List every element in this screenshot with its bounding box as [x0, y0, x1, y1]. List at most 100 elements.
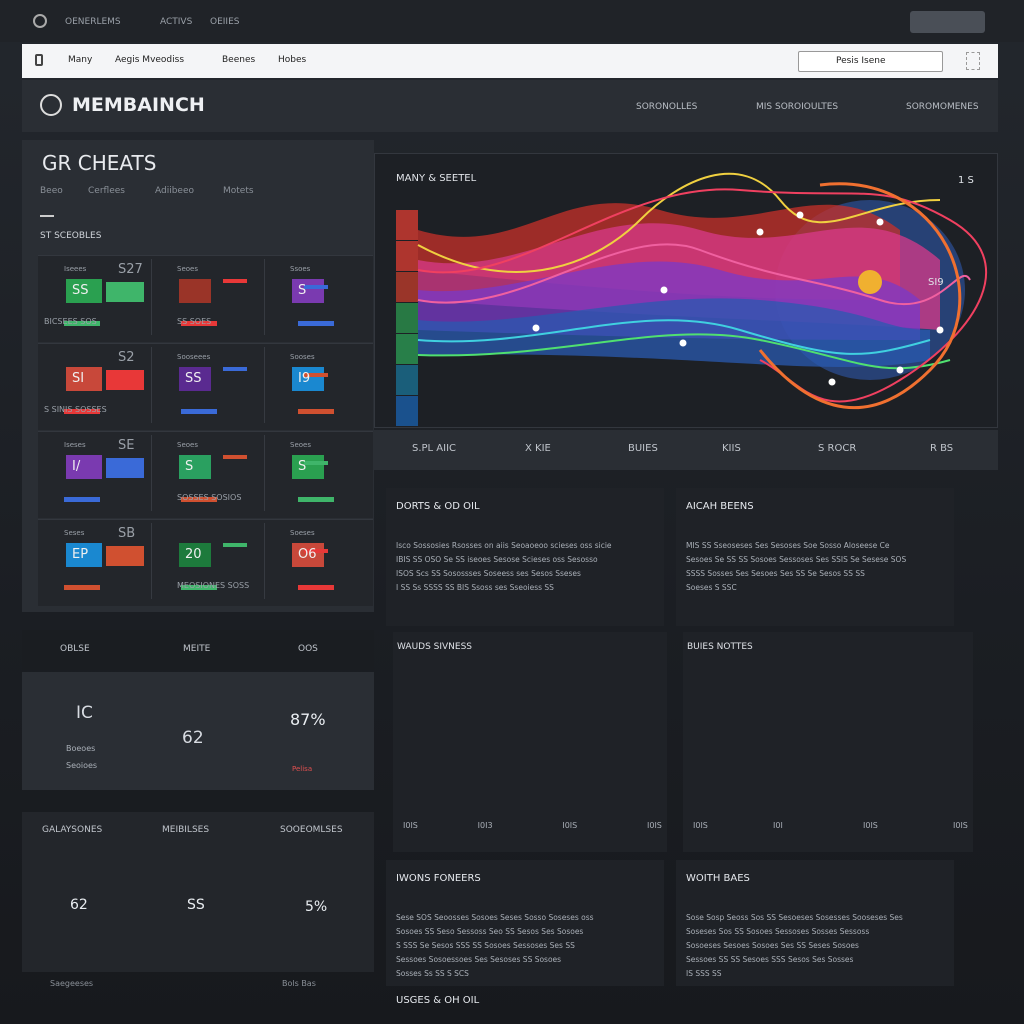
stats-tab[interactable]: MEITE: [183, 644, 211, 654]
card-block: [179, 279, 211, 303]
card-flag: [223, 455, 247, 459]
wave-dot: [828, 378, 836, 386]
left-tab[interactable]: Beeo: [40, 186, 63, 196]
card-heading: Sooses: [290, 353, 315, 361]
main-chart-tab[interactable]: X KIE: [525, 443, 551, 454]
left-panel-title: GR CHEATS: [42, 151, 157, 175]
card-bar: [64, 409, 100, 414]
stat-label: Seoioes: [66, 761, 98, 770]
top-select[interactable]: [910, 11, 985, 33]
gauge-value: 87%: [290, 710, 326, 729]
card-footer: SS SOES: [177, 317, 212, 326]
logo-icon: [33, 14, 47, 28]
card-divider: [264, 259, 265, 335]
card-top: S2: [118, 350, 135, 365]
main-chart-tab[interactable]: S.PL AIIC: [412, 443, 457, 454]
stats-tabs[interactable]: [22, 630, 374, 670]
left-tab[interactable]: Motets: [223, 186, 254, 196]
header-nav-item[interactable]: MIS SOROIOULTES: [756, 102, 839, 112]
main-chart-tab[interactable]: S ROCR: [818, 443, 857, 454]
card-heading: Iseses: [64, 441, 86, 449]
top-nav-item[interactable]: ACTIVS: [160, 17, 193, 27]
donut-header: GALAYSONES: [42, 825, 103, 835]
card-bar: [181, 321, 217, 326]
wave-dot: [876, 218, 884, 226]
card-flag: [223, 367, 247, 371]
stat-label: Boeoes: [66, 744, 96, 753]
card-value: SS: [185, 371, 202, 386]
left-tab[interactable]: Adiibeeo: [155, 186, 195, 196]
text-panel-line: Sosses Ss SS S SCS: [396, 969, 469, 978]
card-bar: [64, 321, 100, 326]
card-value: S: [185, 459, 194, 474]
card-heading: Iseees: [64, 265, 87, 273]
card-block: [66, 455, 102, 479]
x-tick-label: I0IS: [953, 821, 968, 830]
chart-inner-label: SI9: [928, 277, 944, 288]
card-block: [179, 455, 211, 479]
card-block: [292, 455, 324, 479]
card-block: [292, 279, 324, 303]
top-nav-item[interactable]: OEIIES: [210, 17, 240, 27]
wave-dot: [660, 286, 668, 294]
card-value: I/: [72, 459, 81, 474]
brand-title: MEMBAINCH: [72, 94, 205, 116]
left-tab[interactable]: Cerflees: [88, 186, 125, 196]
card-block: [66, 367, 102, 391]
card-bar: [181, 497, 217, 502]
card-heading: Seoes: [177, 265, 198, 273]
card-value: S: [298, 459, 307, 474]
card-value: SS: [72, 283, 89, 298]
donut-value: 5%: [305, 899, 328, 915]
top-nav-item[interactable]: OENERLEMS: [65, 17, 121, 27]
card-divider: [151, 259, 152, 335]
menu-item[interactable]: Beenes: [222, 55, 256, 65]
bar-chart-title: WAUDS SIVNESS: [397, 642, 473, 652]
scale-swatch: [396, 241, 418, 271]
stat-value: IC: [76, 703, 93, 723]
donut-header: MEIBILSES: [162, 825, 210, 835]
menu-item[interactable]: Aegis Mveodiss: [115, 55, 185, 65]
card-accent: [106, 282, 144, 302]
text-panel-line: Isco Sossosies Rsosses on aiis Seoaoeoo …: [396, 541, 612, 550]
card-value: S: [298, 283, 307, 298]
card-accent: [106, 546, 144, 566]
x-tick-label: I0IS: [863, 821, 878, 830]
card-block: [292, 543, 324, 567]
main-chart-tab[interactable]: R BS: [930, 443, 954, 454]
x-tick-label: I0IS: [562, 821, 578, 830]
text-panel-line: I SS Ss SSSS SS BIS Ssoss ses Sseoiess S…: [396, 583, 554, 592]
menu-select-label[interactable]: Pesis Isene: [836, 56, 886, 66]
card-block: [179, 543, 211, 567]
stats-tab[interactable]: OBLSE: [60, 644, 90, 654]
scale-swatch: [396, 303, 418, 333]
main-chart-title: MANY & SEETEL: [396, 173, 477, 184]
main-chart-tab[interactable]: KIIS: [722, 443, 741, 454]
tab-underline[interactable]: [40, 215, 54, 217]
header-nav-item[interactable]: SOROMOMENES: [906, 102, 979, 112]
main-chart-tab[interactable]: BUIES: [628, 443, 658, 454]
text-panel-title: AICAH BEENS: [686, 501, 754, 512]
card-footer: MEOSIONES SOSS: [177, 581, 250, 590]
card-value: SI: [72, 371, 85, 386]
x-tick-label: I0IS: [403, 821, 418, 830]
main-chart-tabs[interactable]: [374, 430, 998, 470]
menu-item[interactable]: Hobes: [278, 55, 307, 65]
text-panel-bg: [386, 488, 664, 626]
menu-select[interactable]: [798, 51, 943, 72]
scale-swatch: [396, 210, 418, 240]
card-bar: [298, 497, 334, 502]
donut-value: 62: [70, 897, 88, 913]
text-panel-line: Sessoes Sosoessoes Ses Sesoses SS Sosoes: [396, 955, 562, 964]
text-panel-line: S SSS Se Sesos SSS SS Sosoes Sessoses Se…: [396, 941, 575, 950]
menu-item[interactable]: Many: [68, 55, 93, 65]
stats-tab[interactable]: OOS: [298, 644, 318, 654]
menu-icon: [35, 54, 43, 66]
menu-grid-icon: [966, 52, 980, 70]
text-panel-bg: [676, 860, 954, 986]
header-nav-item[interactable]: SORONOLLES: [636, 102, 698, 112]
card-top: S27: [118, 262, 143, 277]
wave-dot: [679, 339, 687, 347]
scale-swatch: [396, 334, 418, 364]
